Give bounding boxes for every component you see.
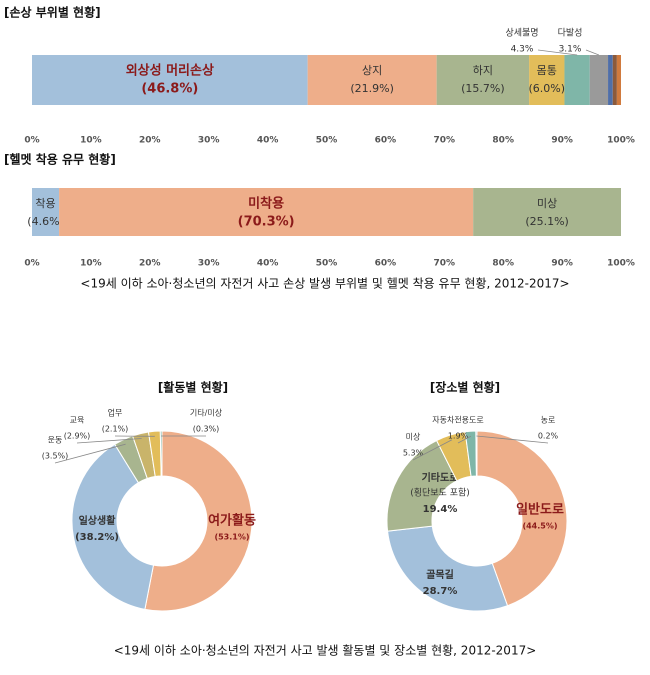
x-tick-label: 100% — [607, 259, 635, 269]
x-tick-label: 50% — [316, 136, 338, 146]
x-tick-label: 90% — [551, 136, 573, 146]
bar-segment — [529, 55, 564, 105]
bar-segment — [617, 55, 621, 105]
donut-slice — [476, 431, 477, 476]
segment-name: 착용 — [35, 197, 55, 210]
caption: <19세 이하 소아·청소년의 자전거 사고 발생 활동별 및 장소별 현황, … — [114, 644, 537, 658]
leader-line — [586, 50, 599, 55]
segment-name: 다발성 — [558, 28, 583, 39]
segment-value-label: (46.8%) — [141, 82, 198, 97]
slice-name: 일반도로 — [516, 502, 564, 518]
x-tick-label: 0% — [24, 136, 39, 146]
x-tick-label: 100% — [607, 136, 635, 146]
x-tick-label: 60% — [375, 259, 397, 269]
segment-value-label: 3.1% — [559, 45, 582, 55]
segment-name: 미상 — [537, 197, 557, 210]
x-tick-label: 80% — [492, 259, 514, 269]
slice-name: 미상 — [406, 432, 421, 442]
donut-slice — [388, 526, 508, 611]
bar-segment — [32, 55, 308, 105]
segment-name: 미착용 — [248, 196, 284, 212]
x-tick-label: 10% — [80, 259, 102, 269]
caption: <19세 이하 소아·청소년의 자전거 사고 손상 발생 부위별 및 헬멧 착용… — [80, 277, 569, 291]
x-tick-label: 0% — [24, 259, 39, 269]
donut-slice — [160, 431, 162, 476]
slice-value-label: 19.4% — [423, 504, 458, 515]
x-tick-label: 30% — [198, 259, 220, 269]
slice-name: 교육 — [70, 416, 85, 425]
slice-name: 골목길 — [426, 568, 454, 581]
chart-title: [장소별 현황] — [430, 380, 500, 395]
slice-value-label: 0.2% — [538, 432, 559, 441]
slice-name: 업무 — [108, 409, 123, 418]
segment-value-label: (21.9%) — [350, 82, 394, 95]
slice-value-label: (38.2%) — [75, 532, 119, 543]
x-tick-label: 50% — [316, 259, 338, 269]
segment-value-label: (25.1%) — [525, 215, 569, 228]
bar-segment — [608, 55, 613, 105]
slice-name: 운동 — [48, 436, 63, 445]
x-tick-label: 40% — [257, 259, 279, 269]
slice-name: 농로 — [541, 416, 556, 425]
segment-name: 상세불명 — [505, 28, 538, 39]
bar-segment — [32, 188, 59, 236]
x-tick-label: 20% — [139, 136, 161, 146]
bar-segment — [437, 55, 529, 105]
bar-segment — [613, 55, 617, 105]
slice-name: 일상생활 — [79, 514, 117, 527]
slice-sublabel: (횡단보도 포함) — [410, 487, 470, 499]
segment-value-label: 4.3% — [511, 45, 534, 55]
x-tick-label: 10% — [80, 136, 102, 146]
chart-title: [손상 부위별 현황] — [4, 5, 101, 20]
slice-value-label: (2.1%) — [102, 425, 129, 434]
bar-segment — [590, 55, 608, 105]
x-tick-label: 70% — [434, 136, 456, 146]
slice-name: 기타/미상 — [190, 408, 223, 418]
slice-name: 여가활동 — [208, 513, 256, 529]
x-tick-label: 30% — [198, 136, 220, 146]
x-tick-label: 80% — [492, 136, 514, 146]
x-tick-label: 90% — [551, 259, 573, 269]
x-tick-label: 70% — [434, 259, 456, 269]
slice-value-label: 28.7% — [423, 586, 458, 597]
bar-segment — [308, 55, 437, 105]
segment-value-label: (15.7%) — [461, 82, 505, 95]
bar-segment — [473, 188, 621, 236]
segment-name: 상지 — [362, 64, 382, 77]
slice-value-label: (3.5%) — [42, 452, 69, 461]
chart-title: [헬멧 착용 유무 현황] — [4, 152, 116, 167]
slice-name: 자동차전용도로 — [432, 415, 484, 425]
slice-value-label: (0.3%) — [193, 425, 220, 434]
segment-value-label: (70.3%) — [238, 215, 295, 230]
x-tick-label: 60% — [375, 136, 397, 146]
chart-title: [활동별 현황] — [158, 380, 228, 395]
segment-name: 몸통 — [537, 64, 557, 77]
segment-name: 하지 — [473, 63, 493, 77]
x-tick-label: 40% — [257, 136, 279, 146]
bar-segment — [564, 55, 589, 105]
slice-value-label: (2.9%) — [64, 432, 91, 441]
x-tick-label: 20% — [139, 259, 161, 269]
segment-value-label: (4.6%) — [27, 215, 64, 228]
slice-value-label: (44.5%) — [522, 522, 557, 531]
segment-name: 외상성 머리손상 — [126, 63, 214, 79]
slice-value-label: (53.1%) — [214, 533, 249, 542]
segment-value-label: (6.0%) — [529, 82, 566, 95]
